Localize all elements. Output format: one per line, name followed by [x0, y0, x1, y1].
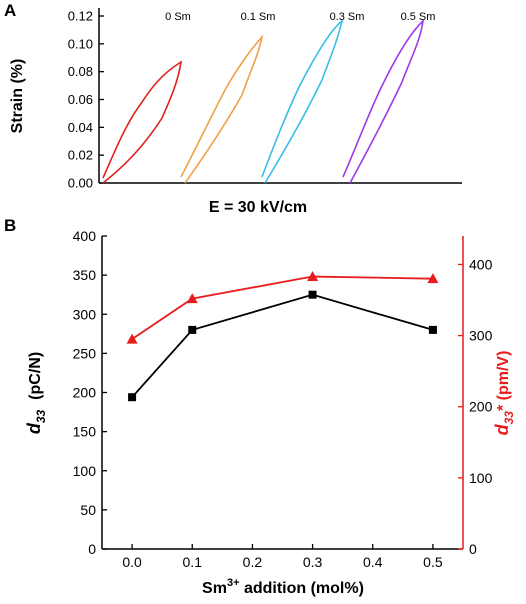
- panel-b-right-tick-label: 100: [469, 470, 493, 486]
- d33-point: [188, 325, 197, 334]
- panel-a-loops: [102, 18, 425, 184]
- panel-b-right-tick-label: 0: [469, 541, 477, 557]
- loop-0-5-sm: [342, 18, 425, 184]
- panel-a-y-tick-label: 0.10: [68, 36, 93, 51]
- loop-label-0-sm: 0 Sm: [165, 11, 191, 23]
- panel-b-letter: B: [4, 216, 16, 235]
- panel-a-loop-labels: 0 Sm 0.1 Sm 0.3 Sm 0.5 Sm: [165, 11, 435, 23]
- panel-b-series: [126, 271, 439, 402]
- panel-b-right-y-ticks: 0 100 200 300 400: [458, 256, 493, 557]
- panel-a-y-tick-label: 0.04: [68, 120, 93, 135]
- panel-b-x-tick-label: 0.4: [363, 554, 383, 570]
- panel-b-x-tick-label: 0.3: [303, 554, 323, 570]
- loop-label-0-3-sm: 0.3 Sm: [330, 11, 365, 23]
- d33-point: [428, 325, 437, 334]
- d33-series-line: [131, 293, 434, 398]
- d33-star-point: [307, 271, 319, 282]
- panel-b-left-tick-label: 250: [73, 345, 97, 361]
- panel-b-x-ticks: 0.0 0.1 0.2 0.3 0.4 0.5: [122, 544, 443, 570]
- d33-star-point: [186, 293, 198, 304]
- panel-b-left-tick-label: 350: [73, 267, 97, 283]
- panel-a-y-tick-label: 0.06: [68, 92, 93, 107]
- panel-b-x-tick-label: 0.1: [183, 554, 203, 570]
- panel-a: A 0.00 0.02 0.04 0.06 0.08 0.10 0.12 Strain (%…: [4, 1, 462, 216]
- panel-b-x-tick-label: 0.5: [423, 554, 443, 570]
- d33-star-series-line: [131, 275, 433, 340]
- panel-b-x-tick-label: 0.2: [243, 554, 263, 570]
- panel-a-x-axis-title: E = 30 kV/cm: [209, 199, 307, 216]
- panel-b-left-tick-label: 100: [73, 463, 97, 479]
- panel-b-right-tick-label: 200: [469, 399, 493, 415]
- x-title-main: Sm: [202, 580, 227, 597]
- panel-b-left-y-ticks: 0 50 100 150 200 250 300 350 400: [73, 228, 107, 557]
- x-title-rest: addition (mol%): [240, 580, 364, 597]
- d33-point: [128, 393, 137, 402]
- panel-a-y-axis-title: Strain (%): [9, 59, 26, 134]
- panel-b-left-tick-label: 150: [73, 424, 97, 440]
- left-title-subscript: 33: [34, 409, 48, 423]
- panel-b-right-tick-label: 300: [469, 328, 493, 344]
- right-title-symbol: d: [492, 423, 512, 435]
- panel-b-left-tick-label: 400: [73, 228, 97, 244]
- panel-b-left-tick-label: 0: [88, 541, 96, 557]
- d33-star-point: [427, 273, 439, 284]
- right-title-subscript: 33: [502, 411, 516, 425]
- loop-label-0-1-sm: 0.1 Sm: [241, 11, 276, 23]
- panel-b-left-tick-label: 300: [73, 306, 97, 322]
- panel-b-x-tick-label: 0.0: [122, 554, 142, 570]
- panel-a-y-tick-label: 0.00: [68, 176, 93, 191]
- panel-b-left-tick-label: 50: [80, 502, 96, 518]
- panel-b-right-axis-title: d33* (pm/V): [492, 351, 516, 436]
- right-title-rest: * (pm/V): [495, 351, 512, 411]
- panel-a-letter: A: [4, 1, 16, 20]
- left-title-symbol: d: [24, 422, 44, 434]
- panel-b-left-axis-title: d33 (pC/N): [24, 352, 48, 434]
- x-title-superscript: 3+: [227, 577, 240, 589]
- d33-point: [308, 290, 317, 299]
- panel-a-y-ticks: 0.00 0.02 0.04 0.06 0.08 0.10 0.12: [68, 9, 104, 191]
- panel-a-y-tick-label: 0.02: [68, 148, 93, 163]
- panel-b: B 0 50 100 150 200 250 300 350 400 0 100 200 300 400…: [4, 216, 516, 597]
- loop-0-1-sm: [180, 34, 264, 184]
- left-title-unit: (pC/N): [27, 352, 44, 400]
- d33-star-point: [126, 333, 138, 344]
- panel-a-axes: [98, 8, 462, 184]
- loop-label-0-5-sm: 0.5 Sm: [401, 11, 436, 23]
- panel-b-left-tick-label: 200: [73, 385, 97, 401]
- panel-b-right-tick-label: 400: [469, 256, 493, 272]
- loop-0-3-sm: [261, 19, 344, 184]
- panel-a-y-tick-label: 0.12: [68, 9, 93, 24]
- loop-0-sm: [102, 60, 183, 184]
- panel-b-x-axis-title: Sm3+ addition (mol%): [202, 577, 364, 597]
- panel-a-y-tick-label: 0.08: [68, 64, 93, 79]
